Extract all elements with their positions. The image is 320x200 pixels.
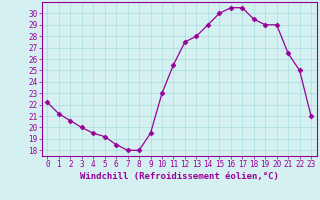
X-axis label: Windchill (Refroidissement éolien,°C): Windchill (Refroidissement éolien,°C)	[80, 172, 279, 181]
